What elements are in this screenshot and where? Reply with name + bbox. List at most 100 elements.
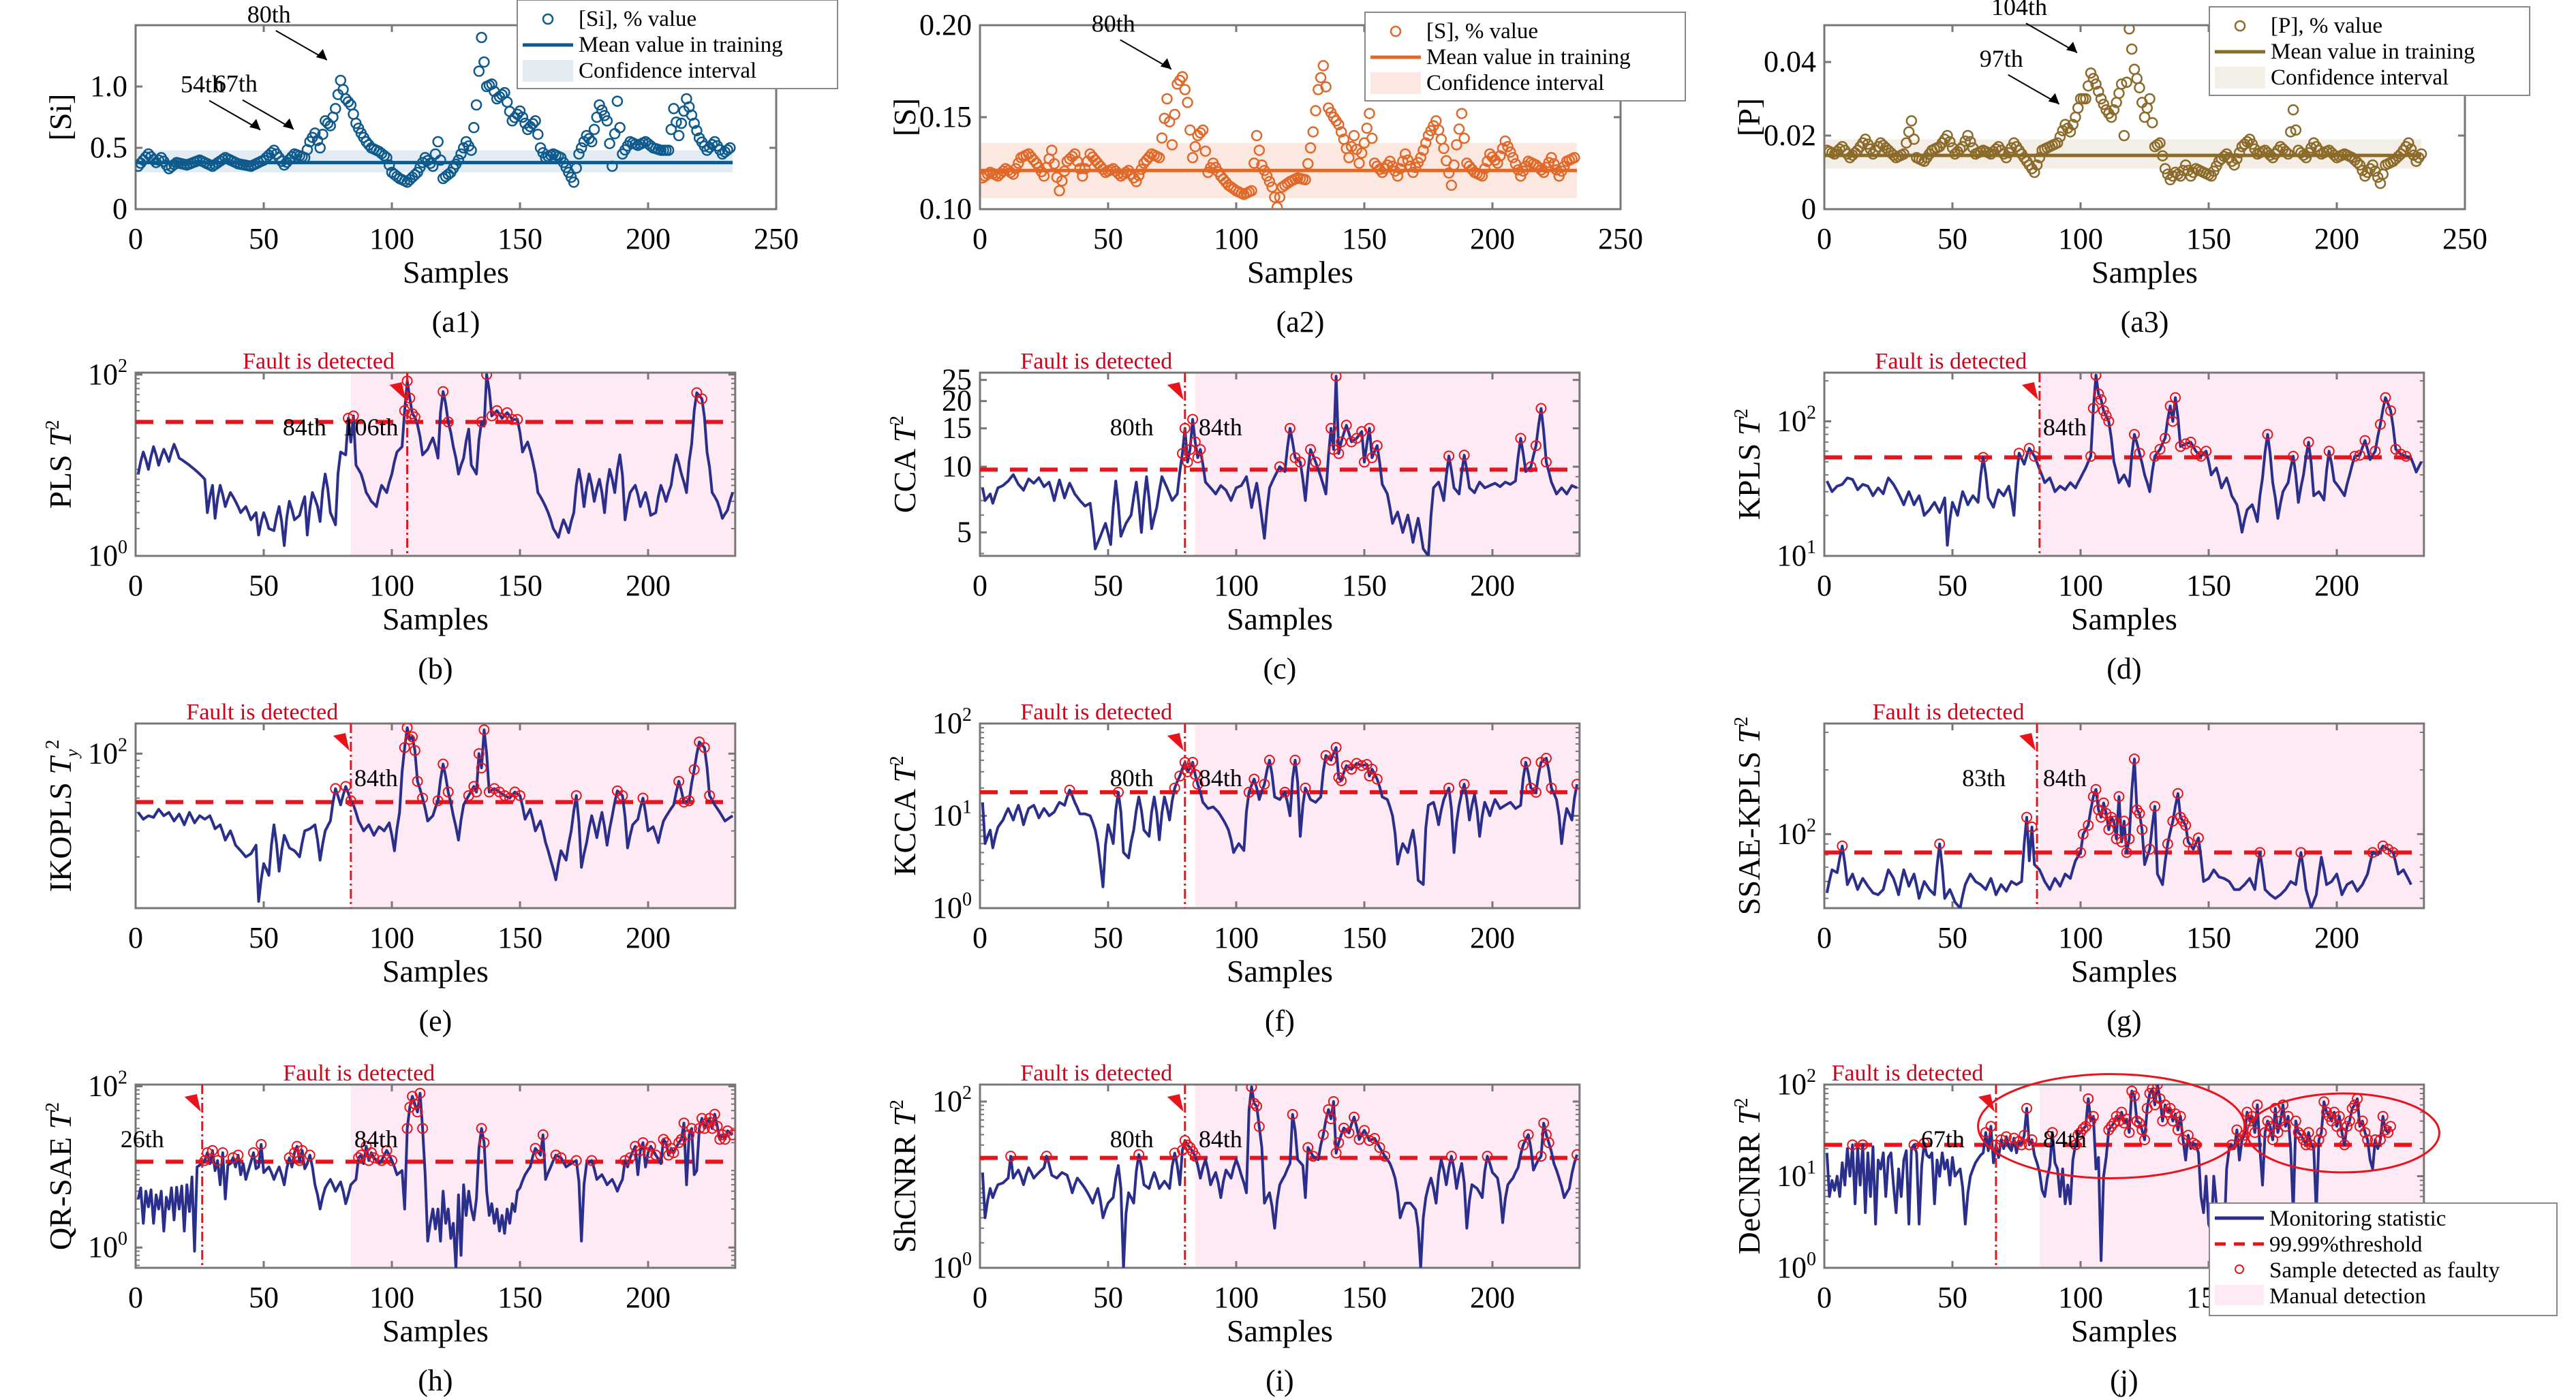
faulty-sample-marker [304,1149,316,1161]
y-tick-label: 101 [1777,1157,1816,1193]
data-point [1908,134,1920,145]
x-tick-label: 100 [369,569,414,602]
data-point [1535,164,1547,176]
faulty-sample-marker [1333,772,1345,783]
plot-area [1824,373,2424,547]
faulty-sample-marker [2188,843,2199,855]
data-point [1112,168,1124,180]
faulty-sample-marker [711,1121,723,1132]
data-point [1069,148,1081,160]
data-point [1010,163,1022,174]
panel-label: (a3) [2121,305,2169,339]
tick-exponent: 2 [118,1068,127,1089]
data-point [1189,140,1201,153]
y-tick-label: 101 [1777,537,1816,572]
x-tick-label: 200 [626,921,671,954]
x-axis-label: Samples [2071,954,2177,989]
faulty-sample-marker [2083,1093,2094,1104]
data-point [1153,152,1165,164]
x-tick-label: 0 [128,921,143,954]
legend-marker-icon [2235,1264,2244,1274]
faulty-sample-marker [2313,1134,2325,1145]
data-point [2285,126,2297,138]
y-axis-label: PLS T2 [42,420,78,508]
y-axis-label: [P] [1732,98,1766,136]
y-label-superscript: 2 [1731,409,1752,418]
faulty-sample-marker [1525,461,1537,473]
y-label-name: DeCNRR [1732,1125,1766,1254]
faulty-sample-marker [1302,1142,1314,1153]
faulty-sample-marker [2087,403,2099,414]
data-point [688,117,700,129]
faulty-sample-marker [1182,456,1193,468]
annotation-label: 104th [1991,0,2047,20]
panel-label: (f) [1265,1004,1295,1038]
faulty-sample-marker [2262,429,2273,440]
data-point [1179,84,1191,95]
tick-exponent: 0 [118,537,127,558]
data-point [2113,87,2125,99]
data-point [309,127,321,139]
data-point [1903,126,1915,138]
faulty-sample-marker [1518,1139,1529,1151]
y-label-name: SSAE-KPLS [1732,743,1766,915]
data-point [2408,149,2420,161]
faulty-sample-marker [2374,418,2386,430]
fault-detected-label: Fault is detected [186,700,338,725]
data-point [588,123,600,136]
data-point [1494,150,1506,161]
x-tick-label: 200 [626,1281,671,1314]
faulty-sample-marker [476,762,487,774]
faulty-sample-marker [1336,775,1347,786]
data-point [1304,142,1317,154]
data-point [1048,158,1060,170]
data-point [1046,144,1058,156]
y-label-name: KCCA [887,783,922,876]
faulty-sample-marker [1305,444,1317,455]
faulty-sample-marker [550,1149,562,1161]
y-tick-label: 102 [88,1068,127,1103]
data-point [2231,153,2243,165]
x-tick-label: 200 [1470,921,1515,954]
faulty-sample-marker [2023,443,2035,454]
tick-exponent: 2 [118,356,127,377]
data-point [1443,167,1455,179]
monitoring-statistic-line [136,373,734,547]
faulty-sample-marker [2098,405,2109,416]
data-point [997,165,1009,177]
faulty-sample-marker [2385,405,2396,416]
faulty-sample-marker [491,405,503,416]
data-point [1402,154,1414,166]
data-point [409,169,421,181]
fault-detected-label: Fault is detected [243,349,395,374]
y-axis-label: DeCNRR T2 [1731,1098,1766,1255]
data-point [1058,165,1071,177]
data-point [1176,71,1189,82]
faulty-sample-marker [668,1147,679,1159]
x-tick-label: 100 [1214,921,1259,954]
faulty-sample-marker [1908,1139,1920,1151]
faulty-sample-marker [368,1152,380,1164]
data-point [1420,137,1432,149]
x-tick-label: 250 [754,222,799,255]
faulty-sample-marker [1340,420,1352,431]
data-point [1397,155,1409,168]
fault-detected-label: Fault is detected [1875,349,2027,374]
data-point [594,99,605,111]
x-tick-label: 150 [2186,222,2231,255]
y-label-stat: T [887,1107,922,1127]
data-point [2128,63,2141,76]
y-label-name: IKOPLS [43,775,78,892]
faulty-sample-marker [1374,1142,1385,1153]
x-tick-label: 0 [972,569,987,602]
faulty-sample-marker [2385,1121,2396,1132]
faulty-sample-marker [2136,824,2148,835]
faulty-sample-marker [2106,1121,2117,1132]
faulty-sample-marker [2121,1113,2132,1125]
plot-area [136,1087,735,1268]
faulty-sample-marker [2359,435,2371,446]
